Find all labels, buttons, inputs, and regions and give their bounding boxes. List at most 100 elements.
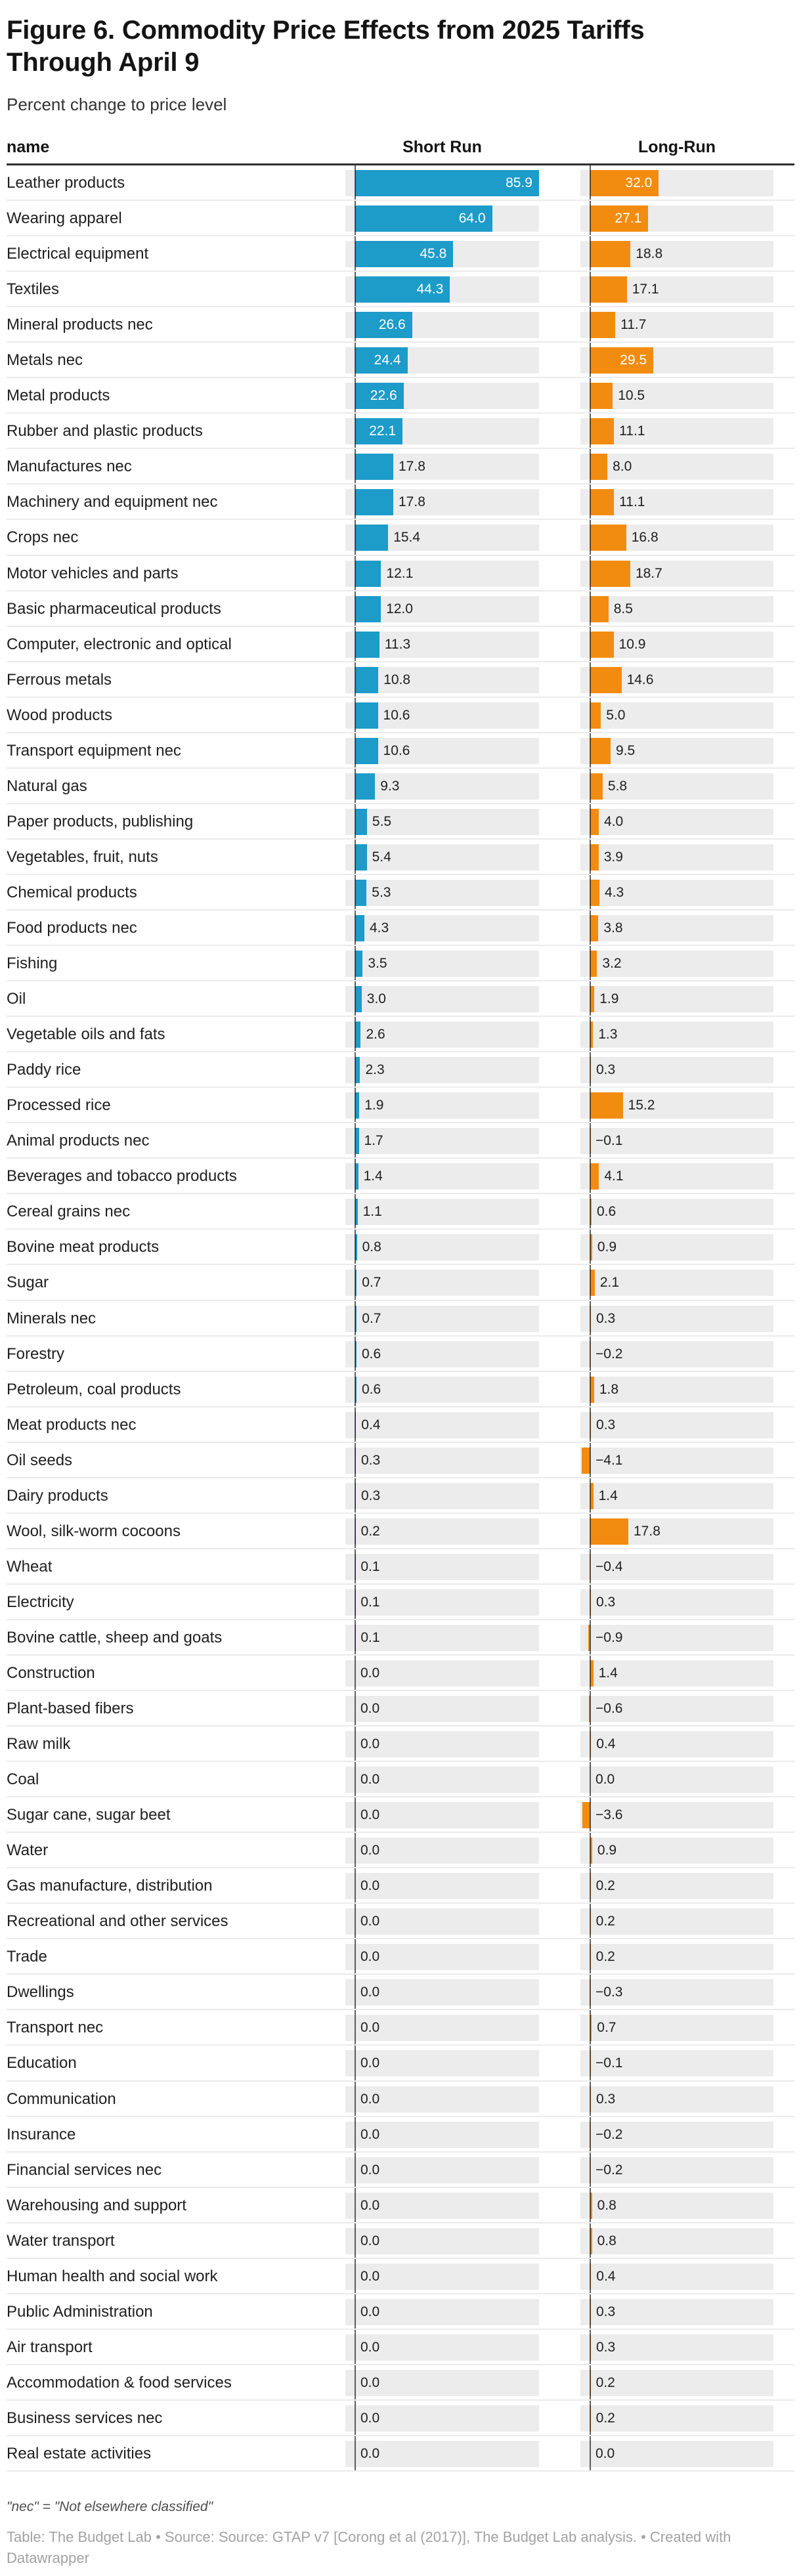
lr-baseline [590,2329,591,2365]
lr-track [580,1341,773,1367]
row-label: Wood products [7,706,112,724]
lr-track [580,1624,773,1651]
sr-baseline [355,272,356,308]
row-separator [7,980,794,982]
lr-track [580,1128,773,1155]
table-row: Real estate activities 0.0 0.0 [7,2436,794,2472]
sr-bar [355,1092,360,1119]
lr-bar [590,2015,592,2042]
row-separator [7,1796,794,1798]
lr-value: −0.6 [595,1701,623,1717]
row-label: Computer, electronic and optical [7,635,232,653]
lr-baseline [590,946,591,982]
table-row: Water transport 0.0 0.8 [7,2223,794,2259]
lr-track [580,1270,773,1297]
sr-value: 0.3 [360,1452,381,1468]
row-separator [7,590,794,591]
sr-value: 0.2 [360,1523,380,1539]
lr-baseline [590,804,591,840]
lr-value: 0.3 [595,1310,616,1326]
sr-value: 0.0 [360,1949,380,1965]
lr-value: 0.4 [596,2268,616,2284]
lr-bar [590,631,614,658]
rows: Leather products 85.9 32.0 Wearing apparel 6… [7,165,794,2472]
sr-value: 0.0 [360,1807,380,1823]
lr-value: 0.3 [595,1417,616,1432]
row-separator [7,2044,794,2046]
row-label: Paddy rice [7,1061,81,1079]
lr-value: 0.3 [595,1594,616,1610]
row-label: Chemical products [7,883,137,901]
row-label: Transport nec [7,2019,104,2037]
row-separator [7,2257,794,2259]
lr-bar [590,418,615,445]
lr-bar [590,383,613,410]
table-row: Warehousing and support 0.0 0.8 [7,2187,794,2223]
lr-baseline [590,1123,591,1159]
row-separator [7,802,794,804]
row-label: Insurance [7,2125,76,2143]
sr-baseline [355,1549,356,1585]
sr-value: 0.7 [362,1310,381,1326]
lr-bar [590,951,597,977]
lr-bar [590,525,626,551]
row-separator [7,341,794,343]
table-row: Processed rice 1.9 15.2 [7,1088,794,1124]
page-title: Figure 6. Commodity Price Effects from 2… [7,0,794,79]
sr-baseline [355,768,356,804]
sr-baseline [355,2081,356,2117]
lr-bar [590,1092,623,1119]
sr-bar [355,454,393,481]
lr-baseline [590,2294,591,2330]
sr-baseline [355,236,356,272]
row-label: Meat products nec [7,1415,137,1434]
table-row: Education 0.0 −0.1 [7,2046,794,2082]
lr-value: 0.0 [595,1772,615,1788]
lr-bar [590,773,603,800]
row-separator [7,1725,794,1727]
sr-baseline [355,1513,356,1549]
table-row: Bovine cattle, sheep and goats 0.1 −0.9 [7,1620,794,1656]
row-label: Ferrous metals [7,670,112,689]
table-row: Beverages and tobacco products 1.4 4.1 [7,1159,794,1195]
row-separator [7,306,794,308]
lr-track [580,1660,773,1686]
lr-value: −0.1 [595,2055,623,2071]
sr-bar [355,1199,358,1226]
sr-track [345,1270,539,1297]
sr-track [345,844,539,870]
lr-value: −3.6 [595,1807,623,1823]
row-separator [7,448,794,450]
lr-track [580,844,773,870]
sr-value: 0.7 [362,1275,381,1291]
table-row: Electricity 0.1 0.3 [7,1584,794,1620]
lr-baseline [590,1088,591,1124]
lr-track [580,808,773,835]
sr-baseline [355,1230,356,1266]
row-label: Education [7,2054,77,2072]
lr-baseline [590,2081,591,2117]
sr-value: 0.8 [362,1239,381,1255]
lr-track [580,1837,773,1864]
sr-baseline [355,2400,356,2436]
sr-value: 0.0 [360,2339,380,2355]
sr-baseline [355,1300,356,1337]
row-label: Financial services nec [7,2160,162,2179]
lr-track [580,1553,773,1580]
lr-bar [590,454,608,481]
lr-track [580,2086,773,2113]
table-row: Sugar cane, sugar beet 0.0 −3.6 [7,1797,794,1834]
row-separator [7,1157,794,1159]
sr-track [345,1482,539,1509]
sr-value: 0.0 [360,2055,380,2071]
lr-value: 9.5 [615,742,636,758]
lr-track [580,1411,773,1438]
lr-baseline [590,1300,591,1337]
row-label: Trade [7,1948,47,1966]
sr-track [345,1057,539,1084]
row-label: Public Administration [7,2302,153,2321]
lr-value: 0.2 [595,2410,615,2426]
row-label: Mineral products nec [7,316,153,334]
sr-baseline [355,1088,356,1124]
sr-track [345,2121,539,2148]
